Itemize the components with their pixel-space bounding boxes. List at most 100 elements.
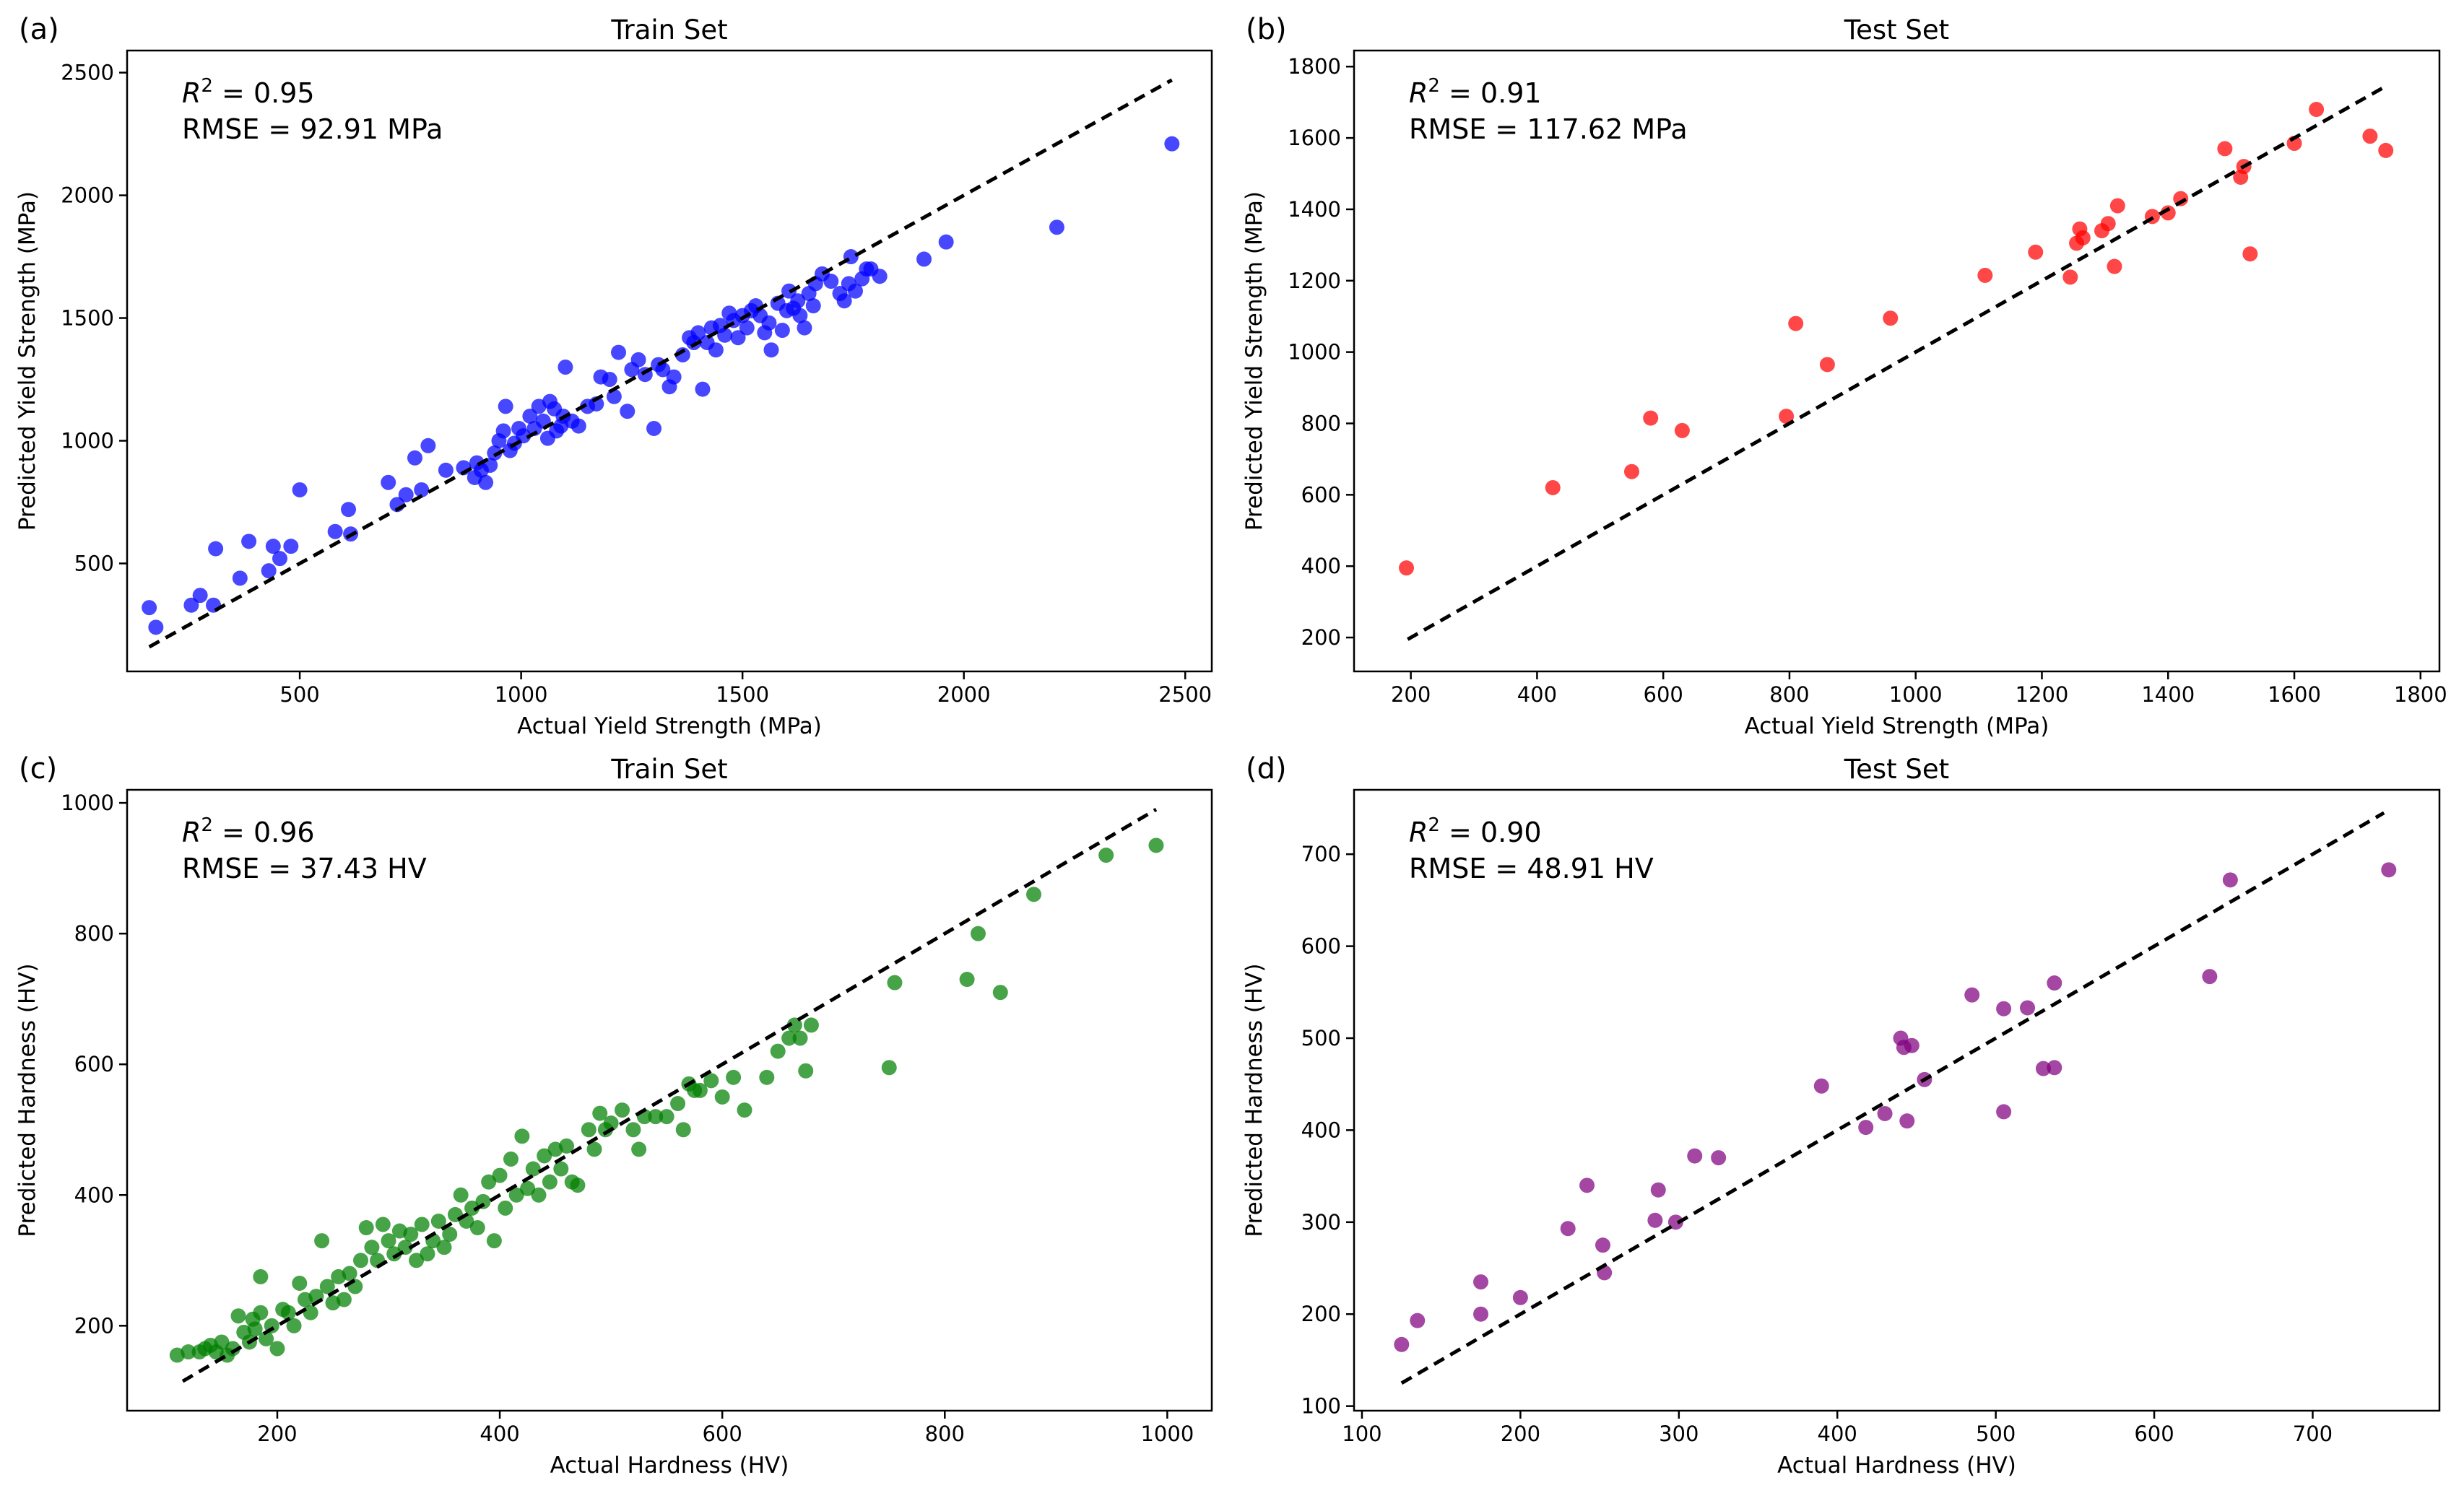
data-point	[761, 315, 777, 331]
data-point	[615, 1102, 630, 1118]
x-tick-label: 400	[480, 1422, 519, 1446]
x-tick-label: 400	[1818, 1422, 1857, 1446]
y-tick-label: 300	[1301, 1210, 1341, 1235]
x-tick-label: 100	[1342, 1422, 1381, 1446]
data-point	[1996, 1001, 2012, 1017]
identity-line	[148, 78, 1174, 649]
data-point	[737, 1102, 752, 1118]
x-tick-label: 600	[2134, 1422, 2174, 1446]
data-point	[364, 1240, 380, 1255]
data-point	[1512, 1289, 1528, 1305]
data-point	[2362, 129, 2378, 144]
data-point	[2035, 1061, 2051, 1076]
data-point	[792, 1030, 808, 1046]
x-tick-label: 1800	[2394, 682, 2447, 707]
data-point	[2202, 969, 2218, 985]
data-point	[269, 1341, 285, 1357]
y-tick-label: 200	[74, 1313, 114, 1338]
data-point	[1813, 1078, 1829, 1094]
data-point	[2378, 142, 2394, 158]
y-tick-label: 1000	[61, 428, 114, 453]
data-point	[1819, 357, 1835, 373]
y-tick-label: 1600	[1288, 126, 1341, 150]
x-tick-label: 800	[925, 1422, 965, 1446]
data-point	[148, 619, 164, 635]
data-point	[381, 1233, 396, 1249]
data-point	[1711, 1150, 1727, 1166]
data-point	[1650, 1182, 1666, 1198]
data-point	[508, 1187, 524, 1203]
r2-symbol: R	[1409, 77, 1428, 109]
r2-superscript: 2	[1428, 814, 1440, 836]
data-point	[2242, 246, 2258, 262]
data-point	[1667, 1214, 1683, 1230]
data-point	[2075, 230, 2091, 245]
y-tick-label: 400	[74, 1183, 114, 1207]
data-point	[353, 1253, 369, 1268]
y-tick-label: 800	[74, 921, 114, 946]
data-point	[674, 347, 690, 363]
data-point	[407, 450, 422, 466]
data-point	[438, 462, 454, 478]
data-point	[553, 1161, 569, 1177]
y-axis-label: Predicted Yield Strength (MPa)	[1241, 191, 1267, 531]
data-point	[714, 1089, 730, 1105]
data-point	[603, 1115, 619, 1131]
data-point	[232, 570, 248, 586]
identity-line	[181, 808, 1158, 1383]
x-tick-label: 2500	[1158, 682, 1212, 707]
data-point	[498, 399, 513, 414]
data-point	[1877, 1105, 1893, 1121]
data-point	[2381, 862, 2397, 878]
r2-annotation: R2 = 0.90	[1409, 814, 1542, 848]
data-point	[1977, 267, 1993, 283]
x-tick-label: 500	[1976, 1422, 2016, 1446]
data-point	[469, 1220, 485, 1236]
data-point	[836, 293, 852, 309]
rmse-annotation: RMSE = 48.91 HV	[1409, 853, 1654, 884]
data-point	[1394, 1336, 1410, 1352]
data-point	[581, 1122, 597, 1138]
data-point	[666, 369, 682, 385]
data-point	[2160, 205, 2176, 221]
y-tick-label: 500	[74, 551, 114, 575]
data-point	[403, 1227, 419, 1242]
panel-label: (b)	[1246, 13, 1287, 46]
data-point	[481, 1174, 497, 1190]
x-tick-label: 600	[702, 1422, 742, 1446]
y-axis-label: Predicted Hardness (HV)	[1241, 963, 1267, 1237]
panel-2: 200 400 600 800 1000 1200 1400 1600 1800 200 400 60…	[1241, 13, 2447, 739]
data-point	[620, 404, 635, 419]
x-tick-label: 1400	[2141, 682, 2195, 707]
data-point	[2100, 216, 2116, 232]
x-axis-label: Actual Hardness (HV)	[550, 1453, 789, 1479]
data-point	[336, 1292, 352, 1307]
chart-title: Test Set	[1844, 14, 1949, 45]
data-point	[1858, 1120, 1874, 1136]
data-point	[2047, 1060, 2062, 1076]
data-point	[631, 1141, 647, 1157]
data-point	[292, 482, 308, 497]
data-point	[1779, 409, 1795, 425]
data-point	[797, 320, 812, 336]
data-point	[1049, 219, 1064, 235]
data-point	[872, 269, 888, 284]
data-point	[1623, 463, 1639, 479]
data-point	[992, 985, 1008, 1001]
data-point	[503, 1151, 519, 1167]
y-tick-label: 700	[1301, 842, 1341, 866]
data-point	[559, 1138, 575, 1154]
data-point	[420, 1246, 435, 1262]
data-point	[214, 1334, 230, 1350]
data-point	[430, 1213, 446, 1229]
data-point	[181, 1344, 196, 1360]
data-point	[253, 1268, 269, 1284]
r2-value: = 0.96	[213, 817, 315, 848]
data-point	[247, 1321, 263, 1337]
data-point	[1579, 1178, 1595, 1193]
data-point	[970, 926, 986, 941]
data-point	[675, 1122, 691, 1138]
data-point	[253, 1305, 269, 1320]
data-point	[648, 1109, 664, 1125]
chart-title: Train Set	[610, 14, 727, 45]
